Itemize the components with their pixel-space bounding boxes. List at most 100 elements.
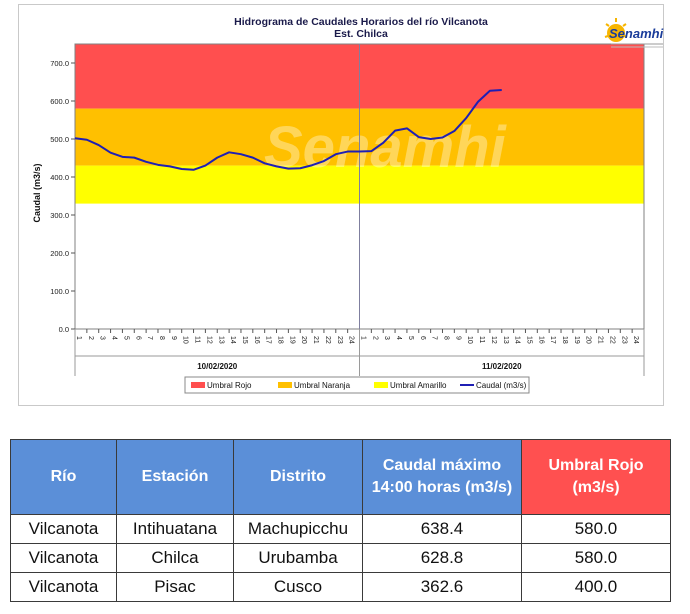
- x-tick-label: 18: [277, 336, 284, 344]
- x-tick-label: 18: [561, 336, 568, 344]
- table-cell: 400.0: [521, 572, 671, 602]
- hydrograph-chart: Hidrograma de Caudales Horarios del río …: [32, 16, 645, 394]
- x-tick-label: 23: [336, 336, 343, 344]
- x-tick-label: 12: [490, 336, 497, 344]
- table-row: Vilcanota Intihuatana Machupicchu 638.4 580.…: [10, 514, 671, 544]
- table-cell: Vilcanota: [10, 543, 117, 573]
- table-cell: Vilcanota: [10, 572, 117, 602]
- table-cell: 638.4: [362, 514, 522, 544]
- y-tick-label: 0.0: [59, 325, 69, 334]
- col-header-distrito: Distrito: [233, 439, 363, 515]
- x-tick-label: 24: [348, 336, 355, 344]
- legend-swatch: [374, 382, 388, 388]
- table-cell: Urubamba: [233, 543, 363, 573]
- x-tick-label: 3: [99, 336, 106, 340]
- flow-table: Río Estación Distrito Caudal máximo 14:0…: [10, 439, 671, 602]
- x-tick-label: 13: [217, 336, 224, 344]
- legend-box: [184, 376, 530, 394]
- x-tick-label: 22: [608, 336, 615, 344]
- legend-label: Umbral Rojo: [207, 381, 252, 390]
- x-tick-label: 9: [170, 336, 177, 340]
- table-cell: Cusco: [233, 572, 363, 602]
- y-tick-label: 700.0: [50, 59, 69, 68]
- legend-label: Umbral Naranja: [294, 381, 351, 390]
- x-tick-label: 11: [194, 336, 201, 343]
- x-tick-label: 4: [111, 336, 118, 340]
- y-tick-label: 100.0: [50, 287, 69, 296]
- x-tick-label: 5: [122, 336, 129, 340]
- y-tick-label: 300.0: [50, 211, 69, 220]
- series-line-caudal: [74, 88, 502, 171]
- table-header-row: Río Estación Distrito Caudal máximo 14:0…: [10, 439, 671, 515]
- x-tick-label: 9: [454, 336, 461, 340]
- x-tick-label: 7: [146, 336, 153, 340]
- legend-swatch: [278, 382, 292, 388]
- x-tick-label: 14: [514, 336, 521, 344]
- table-cell: Pisac: [116, 572, 234, 602]
- logo-text: Senamhi: [609, 26, 664, 41]
- x-tick-label: 22: [324, 336, 331, 344]
- x-tick-label: 17: [265, 336, 272, 344]
- col-header-umbral-rojo: Umbral Rojo (m3/s): [521, 439, 671, 515]
- x-tick-label: 2: [87, 336, 94, 340]
- x-tick-label: 19: [288, 336, 295, 344]
- x-tick-label: 4: [395, 336, 402, 340]
- x-tick-label: 6: [419, 336, 426, 340]
- x-tick-label: 3: [383, 336, 390, 340]
- legend-label: Umbral Amarillo: [390, 381, 447, 390]
- senamhi-logo: Senamhi: [604, 18, 664, 48]
- table-cell: 362.6: [362, 572, 522, 602]
- x-tick-label: 10: [182, 336, 189, 344]
- x-tick-label: 8: [158, 336, 165, 340]
- y-tick-label: 500.0: [50, 135, 69, 144]
- y-axis-label: Caudal (m3/s): [32, 163, 42, 222]
- x-tick-label: 6: [134, 336, 141, 340]
- x-tick-label: 14: [229, 336, 236, 344]
- table-cell: 580.0: [521, 543, 671, 573]
- date-label: 11/02/2020: [482, 362, 522, 371]
- chart-title: Hidrograma de Caudales Horarios del río …: [234, 16, 488, 28]
- chart-subtitle: Est. Chilca: [334, 28, 388, 40]
- y-tick-label: 200.0: [50, 249, 69, 258]
- date-label: 10/02/2020: [197, 362, 238, 371]
- table-cell: Vilcanota: [10, 514, 117, 544]
- x-tick-label: 19: [573, 336, 580, 344]
- x-tick-label: 20: [585, 336, 592, 344]
- table-cell: 580.0: [521, 514, 671, 544]
- x-tick-label: 2: [371, 336, 378, 340]
- x-tick-label: 23: [620, 336, 627, 344]
- table-cell: 628.8: [362, 543, 522, 573]
- x-tick-label: 16: [537, 336, 544, 344]
- x-tick-label: 1: [360, 336, 367, 340]
- x-tick-label: 21: [312, 336, 319, 344]
- table-cell: Machupicchu: [233, 514, 363, 544]
- col-header-estacion: Estación: [116, 439, 234, 515]
- col-header-rio: Río: [10, 439, 117, 515]
- x-tick-label: 5: [407, 336, 414, 340]
- x-tick-label: 11: [478, 336, 485, 343]
- x-tick-label: 12: [205, 336, 212, 344]
- x-tick-label: 15: [241, 336, 248, 344]
- x-tick-label: 16: [253, 336, 260, 344]
- x-tick-label: 7: [431, 336, 438, 340]
- x-tick-label: 21: [597, 336, 604, 344]
- x-tick-label: 20: [300, 336, 307, 344]
- legend-swatch: [191, 382, 205, 388]
- x-tick-label: 10: [466, 336, 473, 344]
- chart-panel: Hidrograma de Caudales Horarios del río …: [18, 4, 664, 406]
- x-tick-label: 8: [442, 336, 449, 340]
- x-tick-label: 17: [549, 336, 556, 344]
- x-tick-label: 15: [525, 336, 532, 344]
- table-row: Vilcanota Pisac Cusco 362.6 400.0: [10, 572, 671, 602]
- y-tick-label: 600.0: [50, 97, 69, 106]
- y-tick-label: 400.0: [50, 173, 69, 182]
- table-row: Vilcanota Chilca Urubamba 628.8 580.0: [10, 543, 671, 573]
- x-tick-label: 13: [502, 336, 509, 344]
- watermark-text: Senamhi: [264, 115, 508, 180]
- table-cell: Chilca: [116, 543, 234, 573]
- x-tick-label: 1: [75, 336, 82, 340]
- table-cell: Intihuatana: [116, 514, 234, 544]
- x-tick-label: 24: [632, 336, 639, 344]
- legend-label: Caudal (m3/s): [476, 381, 527, 390]
- col-header-caudal-maximo: Caudal máximo 14:00 horas (m3/s): [362, 439, 522, 515]
